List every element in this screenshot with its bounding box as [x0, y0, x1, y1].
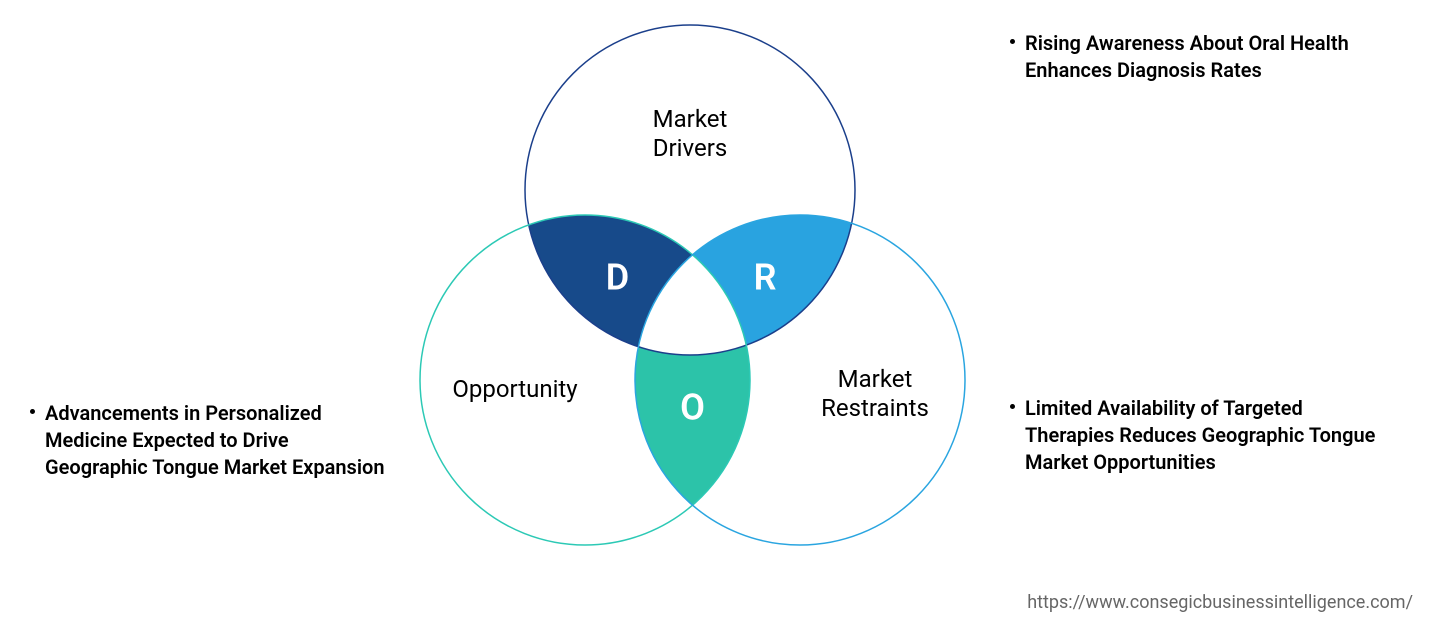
footer-url: https://www.consegicbusinessintelligence… — [1027, 592, 1413, 613]
label-opportunity: Opportunity — [425, 375, 605, 404]
overlap-letter-o: O — [680, 387, 705, 429]
label-market-restraints: MarketRestraints — [785, 365, 965, 423]
bullet-drivers-text: Rising Awareness About Oral Health Enhan… — [1025, 30, 1390, 84]
overlap-letter-d: D — [606, 257, 629, 299]
overlap-letter-r: R — [754, 257, 777, 299]
bullet-opportunity-text: Advancements in Personalized Medicine Ex… — [45, 400, 390, 481]
bullet-opportunity: Advancements in Personalized Medicine Ex… — [30, 400, 390, 481]
bullet-dot-icon — [1010, 39, 1015, 44]
bullet-dot-icon — [1010, 404, 1015, 409]
bullet-restraints-text: Limited Availability of Targeted Therapi… — [1025, 395, 1390, 476]
label-market-drivers: MarketDrivers — [600, 105, 780, 163]
venn-diagram: D R O — [0, 0, 1453, 633]
bullet-restraints: Limited Availability of Targeted Therapi… — [1010, 395, 1390, 476]
diagram-stage: D R O MarketDrivers Opportunity MarketRe… — [0, 0, 1453, 633]
bullet-drivers: Rising Awareness About Oral Health Enhan… — [1010, 30, 1390, 84]
bullet-dot-icon — [30, 409, 35, 414]
